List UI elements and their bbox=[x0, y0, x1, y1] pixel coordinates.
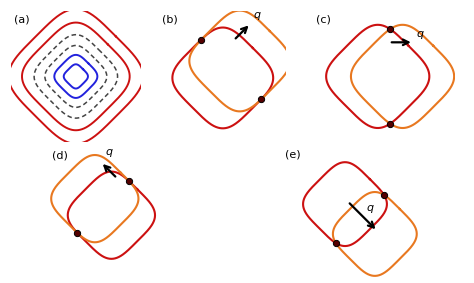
Text: (d): (d) bbox=[52, 150, 68, 160]
Text: (c): (c) bbox=[316, 14, 331, 24]
Text: $\mathbf{\mathit{q}}$: $\mathbf{\mathit{q}}$ bbox=[106, 147, 114, 159]
Text: $\mathbf{\mathit{q}}$: $\mathbf{\mathit{q}}$ bbox=[365, 203, 374, 215]
Text: (b): (b) bbox=[162, 14, 178, 24]
Text: $\mathbf{\mathit{q}}$: $\mathbf{\mathit{q}}$ bbox=[416, 29, 425, 41]
Text: $\mathbf{\mathit{q}}$: $\mathbf{\mathit{q}}$ bbox=[253, 10, 262, 22]
Text: (a): (a) bbox=[14, 14, 29, 24]
Text: (e): (e) bbox=[285, 150, 301, 160]
